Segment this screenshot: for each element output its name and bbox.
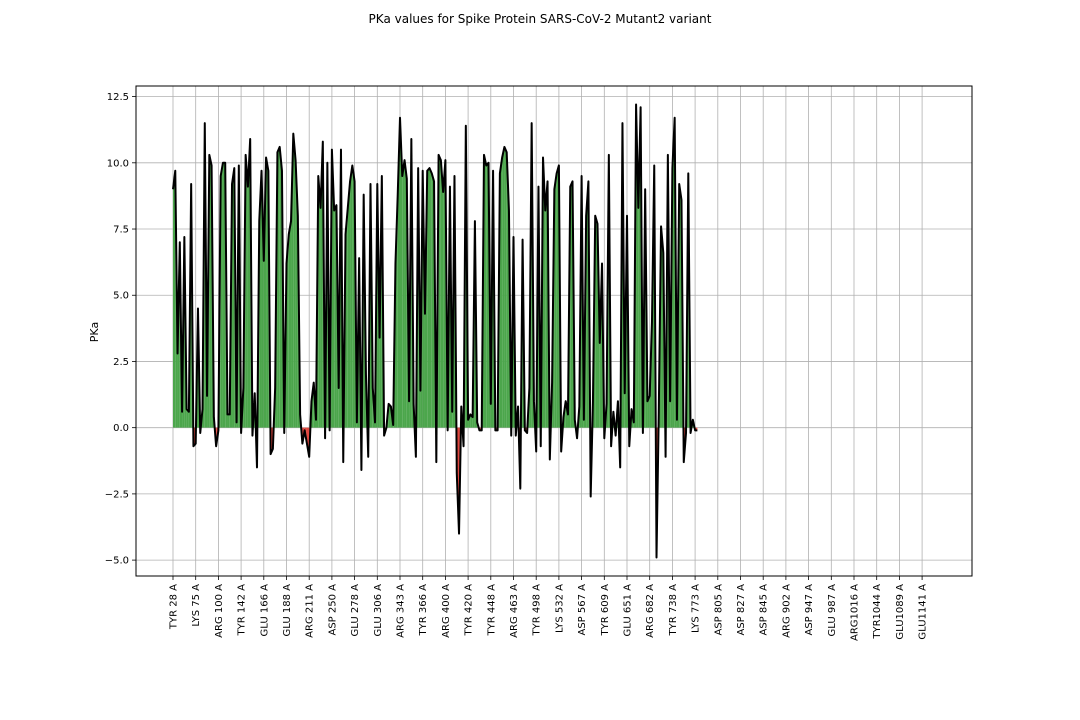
x-tick-label: ARG 463 A: [509, 584, 520, 638]
positive-area-segment: [318, 176, 321, 428]
x-axis: TYR 28 A LYS 75 A ARG 100 A TYR 142 A GLU 16…: [169, 576, 929, 641]
y-tick-label: 12.5: [107, 92, 129, 103]
x-tick-label: ARG1016 A: [850, 584, 861, 641]
positive-area-segment: [499, 157, 503, 428]
positive-area-segment: [647, 395, 650, 428]
x-tick-label: ASP 827 A: [736, 584, 747, 636]
x-tick-label: TYR 420 A: [464, 584, 475, 637]
x-tick-label: ARG 902 A: [781, 584, 792, 638]
positive-area-segment: [443, 160, 446, 428]
x-tick-label: GLU 278 A: [350, 584, 361, 637]
pka-series-line: [172, 103, 698, 559]
positive-area-segment: [347, 181, 351, 428]
y-tick-label: −5.0: [105, 556, 129, 567]
positive-area-segment: [431, 173, 435, 428]
x-tick-label: ASP 845 A: [759, 584, 770, 636]
x-tick-label: TYR 609 A: [600, 584, 611, 637]
positive-area-segment: [440, 160, 444, 428]
positive-area-segment: [186, 409, 189, 428]
positive-area-segment: [504, 146, 507, 428]
x-tick-label: TYR 366 A: [418, 584, 429, 637]
x-tick-label: LYS 773 A: [691, 584, 702, 633]
positive-area-segment: [232, 168, 235, 428]
x-tick-label: TYR 738 A: [668, 584, 679, 637]
x-tick-label: GLU 166 A: [259, 584, 270, 637]
positive-area-segment: [288, 221, 292, 428]
positive-area-segment: [293, 133, 296, 428]
y-axis: −5.0 −2.5 0.0 2.5 5.0 7.5 10.0 12.5: [105, 92, 136, 567]
y-tick-label: 0.0: [113, 423, 129, 434]
x-tick-label: GLU 188 A: [282, 584, 293, 637]
x-tick-label: ARG 343 A: [396, 584, 407, 638]
x-tick-label: TYR 142 A: [237, 584, 248, 637]
y-tick-label: −2.5: [105, 489, 129, 500]
positive-area-segment: [220, 162, 223, 428]
positive-area-segment: [545, 181, 548, 428]
positive-area-segment: [222, 162, 226, 428]
x-tick-label: GLU 987 A: [827, 584, 838, 637]
positive-area-segment: [320, 141, 323, 428]
x-tick-label: TYR 28 A: [169, 584, 180, 630]
y-tick-label: 2.5: [113, 357, 129, 368]
x-tick-label: ARG 682 A: [645, 584, 656, 638]
y-tick-label: 10.0: [107, 158, 129, 169]
x-tick-label: TYR 448 A: [486, 584, 497, 637]
positive-area-segment: [502, 146, 505, 428]
positive-area-segment: [261, 170, 264, 428]
positive-area-segment: [438, 154, 441, 428]
positive-area-segment: [209, 154, 212, 428]
positive-area-segment: [227, 414, 230, 428]
x-tick-label: ASP 250 A: [327, 584, 338, 636]
positive-area-segment: [400, 117, 403, 428]
positive-area-segment: [554, 173, 557, 428]
positive-area-segment: [570, 181, 573, 428]
x-tick-label: ASP 567 A: [577, 584, 588, 636]
positive-area-segment: [266, 157, 269, 428]
positive-area-segment: [350, 165, 353, 428]
positive-area-segment: [486, 162, 489, 428]
x-tick-label: TYR 498 A: [532, 584, 543, 637]
x-tick-label: ARG 100 A: [214, 584, 225, 638]
positive-area-segment: [427, 168, 430, 428]
positive-area-segment: [277, 146, 280, 428]
positive-area-segment: [334, 205, 337, 428]
x-tick-label: ARG 400 A: [441, 584, 452, 638]
x-tick-label: ASP 947 A: [804, 584, 815, 636]
positive-area-segment: [404, 160, 407, 428]
y-axis-label: PKa: [88, 322, 101, 342]
x-tick-label: LYS 532 A: [554, 584, 565, 633]
positive-area-segment: [331, 149, 335, 428]
chart-title: PKa values for Spike Protein SARS-CoV-2 …: [369, 12, 712, 26]
x-tick-label: TYR1044 A: [872, 584, 883, 640]
pka-line: [172, 103, 698, 559]
positive-area-segment: [247, 138, 251, 428]
positive-area-segment: [245, 154, 248, 428]
positive-area-segment: [429, 168, 432, 428]
x-tick-label: GLU 651 A: [623, 584, 634, 637]
x-tick-label: LYS 75 A: [191, 584, 202, 627]
positive-area-segment: [595, 215, 598, 428]
positive-area-segment: [543, 157, 546, 428]
plot-frame: [135, 85, 973, 577]
y-tick-label: 5.0: [113, 291, 129, 302]
positive-area-segment: [173, 170, 176, 428]
positive-area-segment: [556, 165, 559, 428]
positive-area-segment: [352, 165, 355, 428]
x-tick-label: ASP 805 A: [713, 584, 724, 636]
positive-area-segment: [483, 154, 487, 428]
x-tick-label: GLU1141 A: [918, 584, 929, 640]
x-tick-label: GLU1089 A: [895, 584, 906, 640]
y-tick-label: 7.5: [113, 225, 129, 236]
positive-area-segment: [402, 160, 405, 428]
x-tick-label: ARG 211 A: [305, 584, 316, 638]
x-tick-label: GLU 306 A: [373, 584, 384, 637]
